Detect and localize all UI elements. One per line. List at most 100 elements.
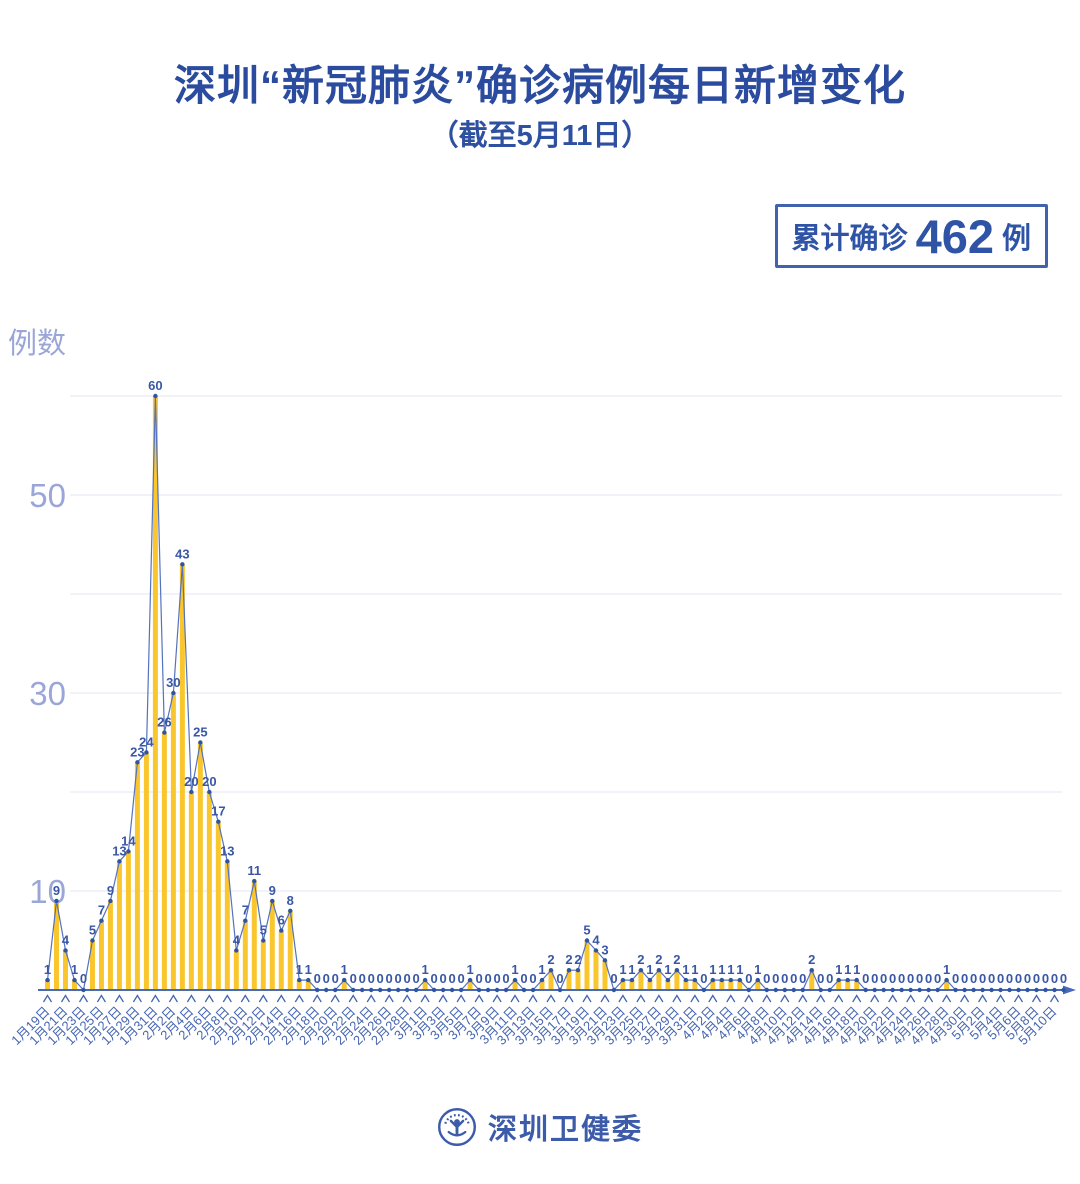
svg-text:10: 10: [29, 873, 66, 910]
svg-text:50: 50: [29, 477, 66, 514]
svg-text:7: 7: [242, 903, 249, 918]
svg-text:1: 1: [44, 962, 51, 977]
svg-text:0: 0: [359, 971, 366, 986]
x-axis-ticks: [42, 994, 1060, 1003]
svg-text:0: 0: [404, 971, 411, 986]
svg-text:9: 9: [107, 883, 114, 898]
svg-text:0: 0: [1060, 971, 1067, 986]
svg-text:20: 20: [184, 774, 198, 789]
svg-text:7: 7: [98, 903, 105, 918]
page-subtitle: （截至5月11日）: [429, 120, 651, 152]
svg-text:1: 1: [718, 962, 725, 977]
svg-text:0: 0: [907, 971, 914, 986]
page-title: 深圳“新冠肺炎”确诊病例每日新增变化: [173, 62, 906, 109]
svg-text:24: 24: [139, 734, 154, 749]
badge-prefix: 累计确诊: [791, 223, 908, 255]
svg-text:2: 2: [547, 952, 554, 967]
svg-text:0: 0: [997, 971, 1004, 986]
svg-text:0: 0: [862, 971, 869, 986]
svg-text:0: 0: [979, 971, 986, 986]
svg-text:0: 0: [934, 971, 941, 986]
svg-text:4: 4: [62, 932, 70, 947]
svg-text:0: 0: [377, 971, 384, 986]
badge-suffix: 例: [1001, 223, 1031, 255]
svg-text:1: 1: [754, 962, 761, 977]
svg-text:25: 25: [193, 725, 207, 740]
svg-text:0: 0: [386, 971, 393, 986]
svg-text:0: 0: [493, 971, 500, 986]
bars-group: [45, 396, 950, 990]
svg-text:0: 0: [448, 971, 455, 986]
markers-group: [45, 393, 1066, 993]
svg-text:0: 0: [700, 971, 707, 986]
svg-text:5: 5: [583, 923, 590, 938]
svg-text:0: 0: [961, 971, 968, 986]
svg-text:0: 0: [520, 971, 527, 986]
svg-text:9: 9: [269, 883, 276, 898]
svg-text:0: 0: [772, 971, 779, 986]
svg-text:60: 60: [148, 378, 162, 393]
svg-text:0: 0: [763, 971, 770, 986]
svg-text:0: 0: [988, 971, 995, 986]
svg-text:0: 0: [314, 971, 321, 986]
svg-text:0: 0: [925, 971, 932, 986]
svg-text:13: 13: [112, 843, 126, 858]
svg-text:1: 1: [691, 962, 698, 977]
svg-text:0: 0: [790, 971, 797, 986]
svg-text:13: 13: [220, 843, 234, 858]
svg-text:1: 1: [844, 962, 851, 977]
svg-text:0: 0: [1006, 971, 1013, 986]
svg-text:0: 0: [350, 971, 357, 986]
svg-text:0: 0: [502, 971, 509, 986]
svg-text:1: 1: [422, 962, 429, 977]
svg-text:0: 0: [826, 971, 833, 986]
svg-text:0: 0: [439, 971, 446, 986]
svg-text:14: 14: [121, 833, 136, 848]
value-labels: 1941057913142324602630432025201713471159…: [44, 378, 1067, 986]
svg-text:43: 43: [175, 546, 189, 561]
svg-text:0: 0: [413, 971, 420, 986]
cumulative-total-badge: 累计确诊 462 例: [774, 204, 1048, 268]
footer: 深圳卫健委: [0, 1106, 1080, 1148]
svg-text:0: 0: [1042, 971, 1049, 986]
svg-text:0: 0: [952, 971, 959, 986]
svg-text:1: 1: [853, 962, 860, 977]
svg-text:2: 2: [565, 952, 572, 967]
svg-text:0: 0: [395, 971, 402, 986]
svg-text:17: 17: [211, 804, 225, 819]
svg-text:1: 1: [709, 962, 716, 977]
svg-text:0: 0: [880, 971, 887, 986]
svg-text:2: 2: [808, 952, 815, 967]
y-axis-labels: 10 30 50: [29, 477, 66, 910]
svg-text:1: 1: [682, 962, 689, 977]
svg-text:3: 3: [601, 942, 608, 957]
svg-text:1: 1: [511, 962, 518, 977]
svg-text:9: 9: [53, 883, 60, 898]
svg-text:0: 0: [556, 971, 563, 986]
svg-text:1: 1: [736, 962, 743, 977]
svg-text:2: 2: [574, 952, 581, 967]
svg-text:5: 5: [260, 923, 267, 938]
svg-text:4: 4: [233, 932, 241, 947]
x-axis-date-labels: 1月19日1月21日1月23日1月25日1月27日1月29日1月31日2月2日2…: [8, 1003, 1059, 1047]
svg-text:0: 0: [781, 971, 788, 986]
svg-text:1: 1: [341, 962, 348, 977]
svg-text:0: 0: [80, 971, 87, 986]
svg-text:2: 2: [673, 952, 680, 967]
svg-text:6: 6: [278, 913, 285, 928]
footer-org-name: 深圳卫健委: [487, 1114, 643, 1146]
svg-text:0: 0: [368, 971, 375, 986]
svg-text:0: 0: [1033, 971, 1040, 986]
svg-text:0: 0: [529, 971, 536, 986]
svg-text:2: 2: [637, 952, 644, 967]
svg-text:0: 0: [1024, 971, 1031, 986]
y-axis-title: 例数: [8, 328, 67, 360]
svg-text:1: 1: [538, 962, 545, 977]
svg-text:0: 0: [745, 971, 752, 986]
svg-text:1: 1: [943, 962, 950, 977]
svg-text:0: 0: [475, 971, 482, 986]
svg-text:8: 8: [287, 893, 294, 908]
badge-value: 462: [915, 209, 994, 263]
svg-text:0: 0: [332, 971, 339, 986]
